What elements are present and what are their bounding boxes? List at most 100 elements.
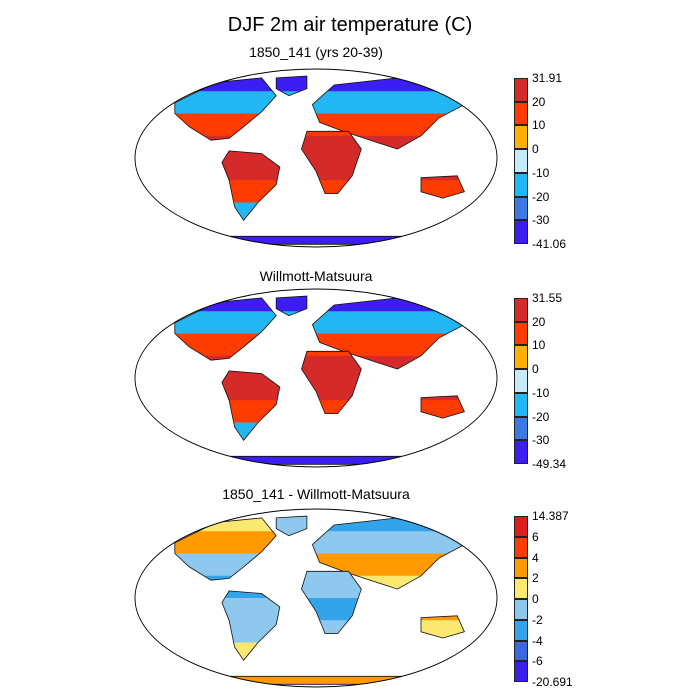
land-region: [174, 91, 277, 114]
land-region: [221, 620, 280, 643]
land-region: [312, 553, 465, 577]
colorbar-label: -10: [532, 385, 550, 400]
land-region: [312, 78, 464, 149]
land-region: [222, 591, 280, 660]
land-region: [312, 518, 464, 589]
colorbar-label: 0: [532, 362, 539, 377]
land-region: [276, 516, 307, 536]
land-region: [276, 91, 307, 96]
land-region: [174, 113, 277, 137]
colorbar-label: -10: [532, 165, 550, 180]
land-region: [174, 531, 277, 554]
land-region: [222, 371, 280, 440]
colorbar-swatch: [514, 369, 528, 393]
land-region: [421, 616, 464, 638]
land-region: [216, 236, 406, 244]
land-region: [421, 396, 464, 418]
colorbar-label: -30: [532, 433, 550, 448]
colorbar-swatch: [514, 599, 528, 620]
colorbar-diff: [514, 516, 528, 682]
land-region: [216, 456, 406, 464]
panel-title-obs: Willmott-Matsuura: [259, 268, 373, 284]
land-region: [222, 591, 280, 660]
land-region: [312, 518, 464, 589]
land-region: [302, 131, 362, 193]
land-region: [276, 296, 307, 312]
land-region: [312, 113, 465, 137]
coastline: [301, 130, 362, 195]
land-region: [312, 297, 465, 312]
coastline: [420, 395, 465, 419]
land-region: [312, 135, 465, 150]
coastline: [420, 615, 465, 639]
land-region: [276, 296, 307, 316]
colorbar-swatch: [514, 196, 528, 221]
land-region: [302, 571, 362, 633]
land-region: [302, 351, 362, 413]
land-region: [312, 298, 464, 369]
land-region: [312, 77, 465, 92]
colorbar-swatch: [514, 392, 528, 417]
land-region: [216, 676, 406, 684]
land-region: [301, 351, 362, 357]
land-region: [216, 676, 406, 684]
colorbar-label: -2: [532, 612, 543, 627]
land-region: [276, 531, 307, 536]
land-region: [276, 296, 307, 316]
land-region: [221, 642, 280, 661]
land-region: [221, 422, 280, 441]
land-region: [312, 78, 464, 149]
colorbar-swatch: [514, 557, 528, 579]
colorbar-label: -20: [532, 189, 550, 204]
coastline: [275, 515, 308, 537]
land-region: [421, 616, 464, 638]
land-region: [216, 676, 407, 685]
coastline: [221, 590, 281, 661]
land-region: [216, 236, 406, 244]
land-region: [216, 676, 406, 684]
land-region: [312, 78, 464, 149]
land-region: [175, 78, 276, 140]
land-region: [302, 571, 362, 633]
land-region: [312, 298, 464, 369]
land-region: [276, 516, 307, 532]
land-region: [216, 456, 406, 464]
land-region: [421, 396, 464, 418]
colorbar-label: -41.06: [532, 237, 567, 251]
coastline: [221, 150, 281, 221]
land-region: [301, 158, 362, 181]
land-region: [302, 571, 362, 633]
land-region: [276, 296, 307, 316]
coastline: [311, 297, 465, 370]
colorbar-swatch: [514, 578, 528, 599]
land-region: [175, 78, 276, 140]
land-region: [216, 456, 406, 464]
land-region: [421, 400, 465, 419]
land-region: [421, 620, 465, 638]
map-border: [134, 288, 498, 468]
land-region: [421, 616, 464, 638]
coastline: [216, 235, 407, 245]
coastline: [301, 350, 362, 415]
coastline: [275, 295, 308, 317]
land-region: [312, 518, 464, 589]
colorbar-label: -4: [532, 633, 543, 648]
land-region: [276, 76, 307, 96]
colorbar-label: -30: [532, 213, 550, 228]
land-region: [301, 598, 362, 621]
land-region: [216, 236, 406, 244]
land-region: [216, 236, 406, 244]
colorbar-label: 4: [532, 550, 539, 565]
land-region: [276, 311, 307, 316]
land-region: [276, 516, 307, 536]
land-region: [174, 517, 277, 532]
land-region: [421, 176, 464, 198]
coastline: [174, 297, 277, 361]
colorbar-swatch: [514, 78, 528, 102]
land-region: [312, 531, 465, 554]
land-region: [175, 518, 276, 580]
land-region: [175, 298, 276, 360]
land-region: [216, 676, 406, 684]
colorbar-obs: [514, 298, 528, 464]
